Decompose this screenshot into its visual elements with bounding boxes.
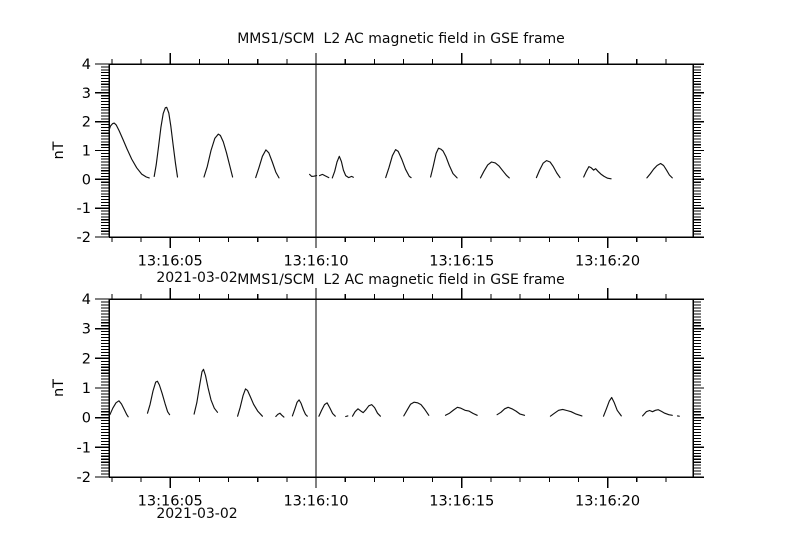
curve-segment — [108, 122, 150, 179]
panel2-date-label: 2021-03-02 — [156, 506, 238, 522]
curve-segment — [403, 401, 430, 417]
x-tick-label: 13:16:20 — [575, 254, 640, 270]
y-axis-title: nT — [51, 379, 67, 397]
curve-segment — [153, 106, 179, 178]
curve-segment — [535, 160, 561, 179]
y-tick-label: 2 — [82, 115, 91, 131]
curve-segment — [549, 408, 583, 417]
y-tick-label: 1 — [82, 381, 91, 397]
panel2-title: MMS1/SCM L2 AC magnetic field in GSE fra… — [237, 272, 565, 288]
major-ticks — [95, 53, 704, 248]
x-tick-label: 13:16:05 — [138, 254, 203, 270]
x-tick-label: 13:16:15 — [429, 494, 494, 510]
minor-ticks — [101, 294, 701, 482]
panel1-date-label: 2021-03-02 — [156, 270, 238, 286]
curve-segment — [646, 162, 673, 179]
curve-segment — [385, 149, 412, 179]
curve-segment — [255, 149, 280, 179]
y-tick-label: 2 — [82, 351, 91, 367]
curve-segment — [345, 415, 349, 418]
x-tick-label: 13:16:10 — [283, 254, 348, 270]
curve-segment — [146, 380, 171, 416]
curve-segment — [444, 406, 478, 416]
curve-group — [108, 106, 673, 180]
y-tick-label: 3 — [82, 86, 91, 102]
curve-segment — [275, 412, 285, 418]
curve-group — [109, 368, 680, 418]
curve-segment — [331, 155, 354, 179]
y-tick-label: -1 — [77, 440, 91, 456]
y-tick-label: 0 — [82, 411, 91, 427]
curve-segment — [318, 173, 330, 179]
curve-segment — [193, 368, 219, 415]
axis-box — [108, 63, 704, 238]
x-tick-label: 13:16:15 — [429, 254, 494, 270]
major-ticks — [95, 288, 704, 488]
curve-segment — [496, 406, 526, 416]
y-axis-title: nT — [51, 141, 67, 159]
curve-segment — [583, 166, 612, 180]
curve-segment — [318, 402, 336, 417]
y-tick-label: 1 — [82, 144, 91, 160]
panel1-title: MMS1/SCM L2 AC magnetic field in GSE fra… — [237, 31, 565, 47]
minor-ticks — [101, 59, 701, 242]
panel-1: -2 -1 0 1 2 3 4 13:16:05 13:16:10 13:16:15 13:16:2… — [51, 53, 704, 270]
y-tick-label: 4 — [82, 57, 91, 73]
x-tick-label: 13:16:10 — [283, 494, 348, 510]
y-tick-label: -1 — [77, 201, 91, 217]
curve-segment — [291, 399, 308, 417]
y-tick-label: 0 — [82, 172, 91, 188]
axis-box — [108, 298, 704, 478]
curve-segment — [109, 400, 129, 418]
x-tick-label: 13:16:20 — [575, 494, 640, 510]
curve-segment — [237, 388, 263, 417]
curve-segment — [602, 396, 622, 417]
curve-segment — [203, 133, 234, 178]
curve-segment — [430, 147, 458, 179]
y-tick-label: -2 — [77, 470, 91, 486]
curve-segment — [351, 404, 381, 417]
panel-2: -2 -1 0 1 2 3 4 13:16:05 13:16:10 13:16:15 13:16:2… — [51, 288, 704, 510]
y-tick-label: 4 — [82, 292, 91, 308]
curve-segment — [479, 161, 510, 179]
y-tick-label: 3 — [82, 322, 91, 338]
y-tick-label: -2 — [77, 230, 91, 246]
x-tick-label: 13:16:05 — [138, 494, 203, 510]
curve-segment — [642, 409, 673, 417]
curve-segment — [309, 173, 318, 177]
